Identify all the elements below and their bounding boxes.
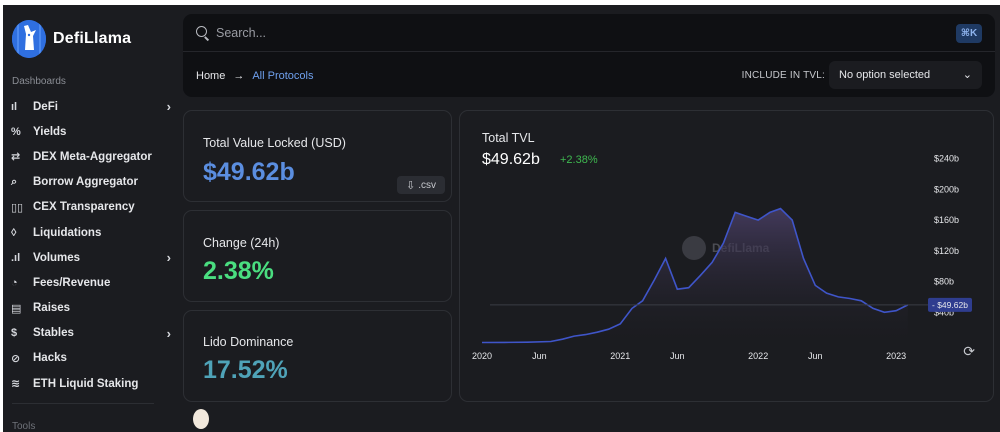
sidebar-item-liquidations[interactable]: ◊ Liquidations <box>11 220 171 245</box>
chevron-down-icon: ⌄ <box>962 69 972 81</box>
tvl-title: Total Value Locked (USD) <box>203 136 346 150</box>
chart-title: Total TVL <box>482 131 535 145</box>
sidebar-item-fees-revenue[interactable]: ◔ Fees/Revenue <box>11 270 171 295</box>
watermark-logo-icon <box>682 236 706 260</box>
lido-dominance-title: Lido Dominance <box>203 335 294 349</box>
search-icon: ⌕ <box>11 175 18 188</box>
chevron-right-icon: › <box>166 99 171 115</box>
header: ⌘K Home → All Protocols INCLUDE IN TVL: … <box>183 14 995 97</box>
tvl-area-fill <box>482 208 908 343</box>
sidebar-item-volumes[interactable]: .ıl Volumes › <box>11 245 171 270</box>
sidebar-item-label: Volumes <box>33 251 81 264</box>
percent-icon: % <box>11 125 21 138</box>
sidebar-item-label: DeFi <box>33 100 58 113</box>
include-in-tvl-select[interactable]: No option selected ⌄ <box>829 61 982 89</box>
sidebar-item-label: Yields <box>33 125 67 138</box>
clipboard-icon: ▤ <box>11 302 22 315</box>
pie-icon: ◔ <box>11 276 18 289</box>
y-tick-label: $200b <box>934 184 959 194</box>
breadcrumb-home-link[interactable]: Home <box>196 69 226 82</box>
tools-section-label: Tools <box>12 421 36 432</box>
x-tick-label: 2023 <box>886 351 906 361</box>
sidebar-divider <box>12 403 154 404</box>
x-tick-label: Jun <box>532 351 547 361</box>
y-tick-label: $240b <box>934 154 959 164</box>
chart-value: $49.62b <box>482 151 540 168</box>
current-value-badge-label: - $49.62b <box>932 300 968 310</box>
logo-text: DefiLlama <box>53 30 132 47</box>
x-tick-label: 2021 <box>610 351 630 361</box>
x-tick-label: 2022 <box>748 351 768 361</box>
llama-logo-icon <box>12 20 46 58</box>
sidebar-nav: ıl DeFi › % Yields ⇄ DEX Meta-Aggregator… <box>11 94 171 396</box>
refresh-icon[interactable]: ⟳ <box>963 343 975 359</box>
y-tick-label: $40b <box>934 307 954 317</box>
y-tick-label: $160b <box>934 215 959 225</box>
swap-icon: ⇄ <box>11 151 21 164</box>
change-card: Change (24h) 2.38% <box>183 210 452 302</box>
tvl-card: Total Value Locked (USD) $49.62b ⇩ .csv <box>183 110 452 202</box>
sidebar-item-stables[interactable]: $ Stables › <box>11 321 171 346</box>
logo[interactable]: DefiLlama <box>12 20 131 58</box>
lido-dominance-card: Lido Dominance 17.52% <box>183 310 452 402</box>
sidebar-item-cex-transparency[interactable]: ▯▯ CEX Transparency <box>11 195 171 220</box>
chevron-right-icon: › <box>166 250 171 266</box>
sidebar-item-label: Liquidations <box>33 226 102 239</box>
current-value-badge <box>928 297 972 312</box>
bar-chart-icon: ıl <box>11 100 18 113</box>
tvl-series-line <box>481 207 909 344</box>
sidebar-item-label: Stables <box>33 327 74 340</box>
breadcrumb-current-link[interactable]: All Protocols <box>252 69 314 82</box>
change-value: 2.38% <box>203 257 274 285</box>
chevron-right-icon: › <box>166 325 171 341</box>
breadcrumb: Home → All Protocols INCLUDE IN TVL: No … <box>183 54 995 97</box>
tvl-value: $49.62b <box>203 158 295 186</box>
droplet-icon: ◊ <box>11 226 17 239</box>
chart-change: +2.38% <box>560 154 598 166</box>
app-window: DefiLlama Dashboards ıl DeFi › % Yields … <box>3 5 1000 432</box>
avatar <box>193 409 209 429</box>
sidebar-item-label: Hacks <box>33 352 67 365</box>
change-title: Change (24h) <box>203 236 280 250</box>
sidebar-item-label: Borrow Aggregator <box>33 176 138 189</box>
sidebar-item-dex-meta-aggregator[interactable]: ⇄ DEX Meta-Aggregator <box>11 144 171 169</box>
sidebar-item-hacks[interactable]: ⊘ Hacks <box>11 346 171 371</box>
search-input[interactable] <box>216 25 916 40</box>
tvl-chart-card: Total TVL $49.62b +2.38% DefiLlama 2020J… <box>459 110 994 402</box>
bar-chart-icon: .ıl <box>11 251 21 264</box>
x-tick-label: Jun <box>808 351 823 361</box>
lido-dominance-value: 17.52% <box>203 356 288 384</box>
sidebar-item-eth-liquid-staking[interactable]: ≋ ETH Liquid Staking <box>11 371 171 396</box>
sidebar-item-label: ETH Liquid Staking <box>33 377 139 390</box>
csv-label: .csv <box>418 179 436 191</box>
sidebar-item-label: Raises <box>33 302 71 315</box>
dollar-icon: $ <box>11 327 18 340</box>
search-shortcut-badge: ⌘K <box>956 24 982 43</box>
y-tick-label: $80b <box>934 277 954 287</box>
include-in-tvl-label: INCLUDE IN TVL: <box>741 70 825 81</box>
sidebar-item-yields[interactable]: % Yields <box>11 119 171 144</box>
sidebar-item-raises[interactable]: ▤ Raises <box>11 296 171 321</box>
shield-off-icon: ⊘ <box>11 352 21 365</box>
sidebar-item-defi[interactable]: ıl DeFi › <box>11 94 171 119</box>
dashboards-section-label: Dashboards <box>12 76 66 87</box>
sidebar-item-label: CEX Transparency <box>33 201 135 214</box>
search-bar: ⌘K <box>183 14 995 52</box>
x-tick-label: 2020 <box>472 351 492 361</box>
arrow-right-icon: → <box>233 69 245 82</box>
x-tick-label: Jun <box>670 351 685 361</box>
sidebar: DefiLlama Dashboards ıl DeFi › % Yields … <box>3 5 179 432</box>
sidebar-item-borrow-aggregator[interactable]: ⌕ Borrow Aggregator <box>11 170 171 195</box>
cloud-download-icon: ⇩ <box>406 179 416 192</box>
search-icon <box>196 25 210 40</box>
y-tick-label: $120b <box>934 246 959 256</box>
sidebar-item-label: DEX Meta-Aggregator <box>33 150 152 163</box>
sidebar-item-label: Fees/Revenue <box>33 276 111 289</box>
layers-icon: ≋ <box>11 378 21 391</box>
download-csv-button[interactable]: ⇩ .csv <box>397 176 445 194</box>
book-icon: ▯▯ <box>11 201 24 214</box>
include-in-tvl-value: No option selected <box>839 69 931 81</box>
